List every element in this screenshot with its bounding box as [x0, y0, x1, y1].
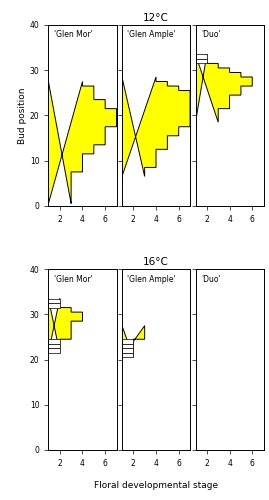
Bar [122, 344, 133, 348]
Text: 'Duo': 'Duo' [201, 30, 221, 40]
Bar [122, 353, 133, 358]
Bar [48, 298, 60, 303]
Polygon shape [122, 77, 190, 176]
Bar [196, 54, 207, 59]
Polygon shape [48, 82, 116, 204]
Text: 'Duo': 'Duo' [201, 274, 221, 283]
Bar [48, 303, 60, 308]
Bar [48, 339, 60, 344]
Polygon shape [196, 54, 252, 122]
Text: 'Glen Mor': 'Glen Mor' [54, 30, 93, 40]
Bar [122, 348, 133, 353]
Bar [48, 344, 60, 348]
Text: 'Glen Ample': 'Glen Ample' [128, 274, 176, 283]
Bar [122, 339, 133, 344]
Bar [196, 59, 207, 64]
Text: Floral developmental stage: Floral developmental stage [94, 481, 218, 490]
Bar [48, 348, 60, 353]
Y-axis label: Bud position: Bud position [18, 87, 27, 144]
Title: 12°C: 12°C [143, 13, 169, 23]
Text: 'Glen Ample': 'Glen Ample' [128, 30, 176, 40]
Polygon shape [48, 298, 83, 353]
Text: 'Glen Mor': 'Glen Mor' [54, 274, 93, 283]
Title: 16°C: 16°C [143, 257, 169, 267]
Polygon shape [122, 326, 145, 358]
